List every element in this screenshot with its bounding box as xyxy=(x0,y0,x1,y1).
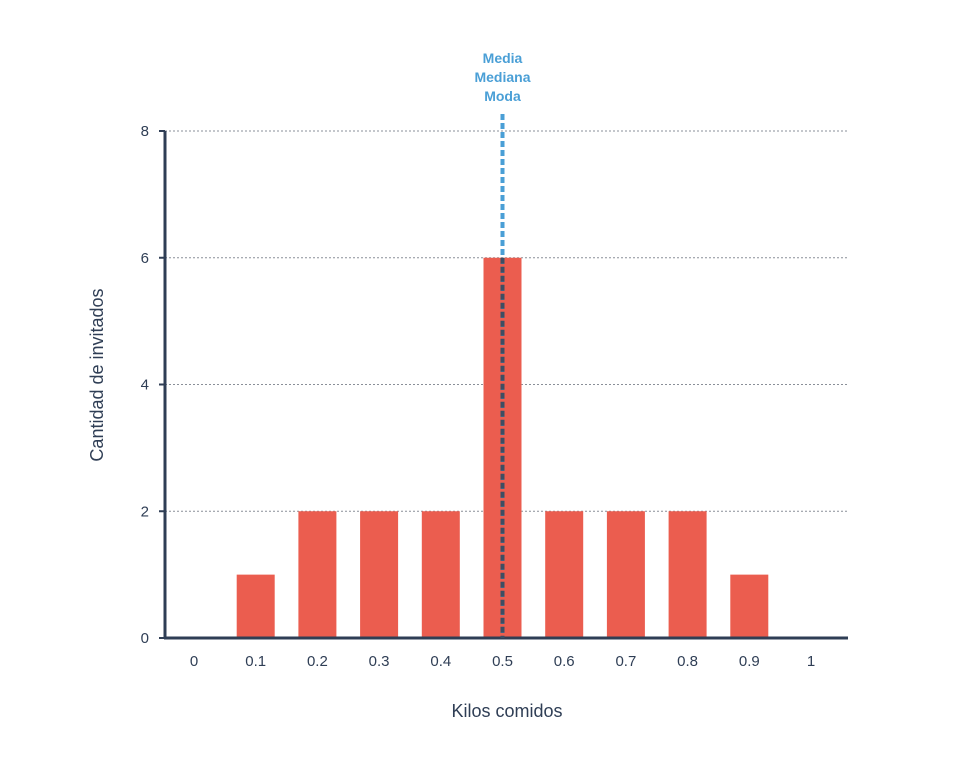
x-tick-label: 0.9 xyxy=(739,653,760,670)
y-tick-labels: 0 2 4 6 8 xyxy=(141,123,165,647)
x-axis-title: Kilos comidos xyxy=(451,701,562,721)
y-tick-label: 2 xyxy=(141,503,149,520)
x-tick-label: 0.5 xyxy=(492,653,513,670)
x-tick-label: 0.8 xyxy=(677,653,698,670)
y-tick-label: 4 xyxy=(141,377,149,394)
annotation-line-2: Moda xyxy=(484,88,521,104)
x-tick-label: 0.4 xyxy=(430,653,451,670)
annotation-label: Media Mediana Moda xyxy=(474,50,530,104)
y-tick-label: 6 xyxy=(141,250,149,267)
x-tick-label: 0.7 xyxy=(615,653,636,670)
bar-0.9 xyxy=(730,574,769,638)
y-tick-label: 8 xyxy=(141,123,149,140)
x-tick-labels: 0 0.1 0.2 0.3 0.4 0.5 0.6 0.7 0.8 0.9 1 xyxy=(190,653,815,670)
x-tick-label: 1 xyxy=(807,653,815,670)
annotation-line-1: Mediana xyxy=(474,69,530,85)
bar-0.4 xyxy=(421,511,460,638)
x-tick-label: 0 xyxy=(190,653,198,670)
x-tick-label: 0.3 xyxy=(369,653,390,670)
bar-0.7 xyxy=(606,511,645,638)
bar-0.8 xyxy=(668,511,707,638)
annotation-line-0: Media xyxy=(483,50,523,66)
x-tick-label: 0.2 xyxy=(307,653,328,670)
bar-0.6 xyxy=(545,511,584,638)
y-axis-title: Cantidad de invitados xyxy=(87,288,107,461)
bar-0.2 xyxy=(298,511,337,638)
bar-0.1 xyxy=(236,574,275,638)
bar-0.3 xyxy=(360,511,399,638)
x-tick-label: 0.6 xyxy=(554,653,575,670)
mean-median-mode-annotation: Media Mediana Moda xyxy=(474,50,531,638)
y-tick-label: 0 xyxy=(141,630,149,647)
x-tick-label: 0.1 xyxy=(245,653,266,670)
